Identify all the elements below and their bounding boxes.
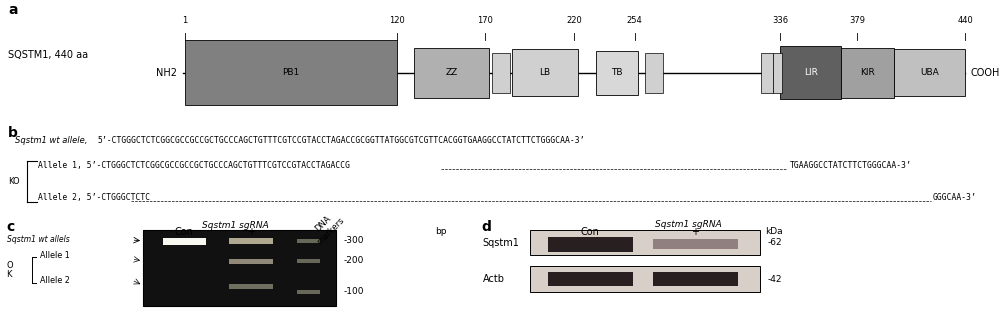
Text: TB: TB: [611, 68, 623, 77]
Text: SQSTM1, 440 aa: SQSTM1, 440 aa: [8, 50, 88, 60]
Text: 1: 1: [182, 16, 188, 25]
Text: 5’-CTGGGCTCTCGGCGCCGCCGCTGCCCAGCTGTTTCGTCCGTACCTAGACCGCGGTTATGGCGTCGTTCACGGTGAAG: 5’-CTGGGCTCTCGGCGCCGCCGCTGCCCAGCTGTTTCGT…: [97, 136, 585, 146]
Bar: [841, 48, 894, 98]
Text: Allele 2, 5’-CTGGGCTCTC: Allele 2, 5’-CTGGGCTCTC: [38, 193, 150, 202]
Text: 120: 120: [389, 16, 404, 25]
Text: TGAAGGCCTATCTTCTGGGCAA-3’: TGAAGGCCTATCTTCTGGGCAA-3’: [790, 161, 912, 170]
Bar: [645, 53, 663, 93]
Bar: [512, 49, 578, 96]
Bar: [652, 239, 738, 249]
Bar: [297, 290, 320, 294]
Bar: [761, 53, 773, 93]
Text: COOH: COOH: [970, 68, 1000, 78]
Text: O: O: [6, 261, 13, 270]
Text: Con: Con: [581, 227, 599, 237]
Text: +: +: [691, 227, 699, 237]
Text: -100: -100: [343, 287, 364, 296]
Bar: [780, 46, 841, 99]
Text: -42: -42: [768, 275, 782, 284]
Text: ZZ: ZZ: [445, 68, 458, 77]
Bar: [143, 230, 336, 306]
Text: PB1: PB1: [282, 68, 299, 77]
Text: c: c: [6, 220, 15, 234]
Text: KIR: KIR: [860, 68, 875, 77]
Text: Con: Con: [175, 227, 194, 237]
Text: KO: KO: [8, 177, 20, 186]
Text: LB: LB: [539, 68, 550, 77]
Bar: [652, 272, 738, 286]
Text: 440: 440: [957, 16, 973, 25]
Text: DNA
markers: DNA markers: [308, 209, 346, 247]
Text: UBA: UBA: [920, 68, 939, 77]
Bar: [492, 53, 510, 93]
Text: Allele 2: Allele 2: [40, 276, 69, 285]
Text: Allele 1, 5’-CTGGGCTCTCGGCGCCGCCGCTGCCCAGCTGTTTCGTCCGTACCTAGACCG: Allele 1, 5’-CTGGGCTCTCGGCGCCGCCGCTGCCCA…: [38, 161, 350, 170]
Text: Sqstm1 sgRNA: Sqstm1 sgRNA: [655, 220, 722, 229]
Bar: [530, 266, 760, 292]
Text: Sqstm1: Sqstm1: [482, 238, 519, 248]
Text: -62: -62: [768, 238, 782, 247]
Text: 220: 220: [566, 16, 582, 25]
Bar: [297, 259, 320, 263]
Text: kDa: kDa: [765, 227, 783, 236]
Bar: [530, 230, 760, 255]
Bar: [185, 40, 396, 105]
Text: d: d: [482, 220, 491, 234]
Bar: [894, 49, 965, 96]
Text: -200: -200: [343, 256, 363, 265]
Text: K: K: [6, 270, 12, 279]
Text: a: a: [8, 3, 17, 17]
Bar: [163, 238, 206, 245]
Text: bp: bp: [435, 227, 447, 236]
Text: NH2: NH2: [156, 68, 177, 78]
Text: Sqstm1 wt allels: Sqstm1 wt allels: [7, 235, 70, 244]
Bar: [548, 237, 633, 252]
Bar: [229, 285, 273, 289]
Text: LIR: LIR: [804, 68, 818, 77]
Text: b: b: [8, 126, 18, 140]
Text: Allele 1: Allele 1: [40, 251, 69, 260]
Text: +: +: [247, 227, 255, 237]
Text: GGGCAA-3’: GGGCAA-3’: [933, 193, 977, 202]
Text: Sqstm1 sgRNA: Sqstm1 sgRNA: [202, 221, 268, 230]
Text: -300: -300: [343, 236, 364, 245]
Bar: [773, 53, 782, 93]
Text: 254: 254: [627, 16, 643, 25]
Bar: [414, 48, 489, 98]
Text: 336: 336: [772, 16, 789, 25]
Text: 170: 170: [477, 16, 493, 25]
Bar: [297, 239, 320, 243]
Text: Sqstm1 wt allele,: Sqstm1 wt allele,: [15, 136, 87, 146]
Bar: [596, 51, 638, 95]
Bar: [548, 272, 633, 286]
Bar: [229, 259, 273, 264]
Text: Actb: Actb: [482, 274, 505, 284]
Text: 379: 379: [849, 16, 865, 25]
Bar: [229, 239, 273, 244]
